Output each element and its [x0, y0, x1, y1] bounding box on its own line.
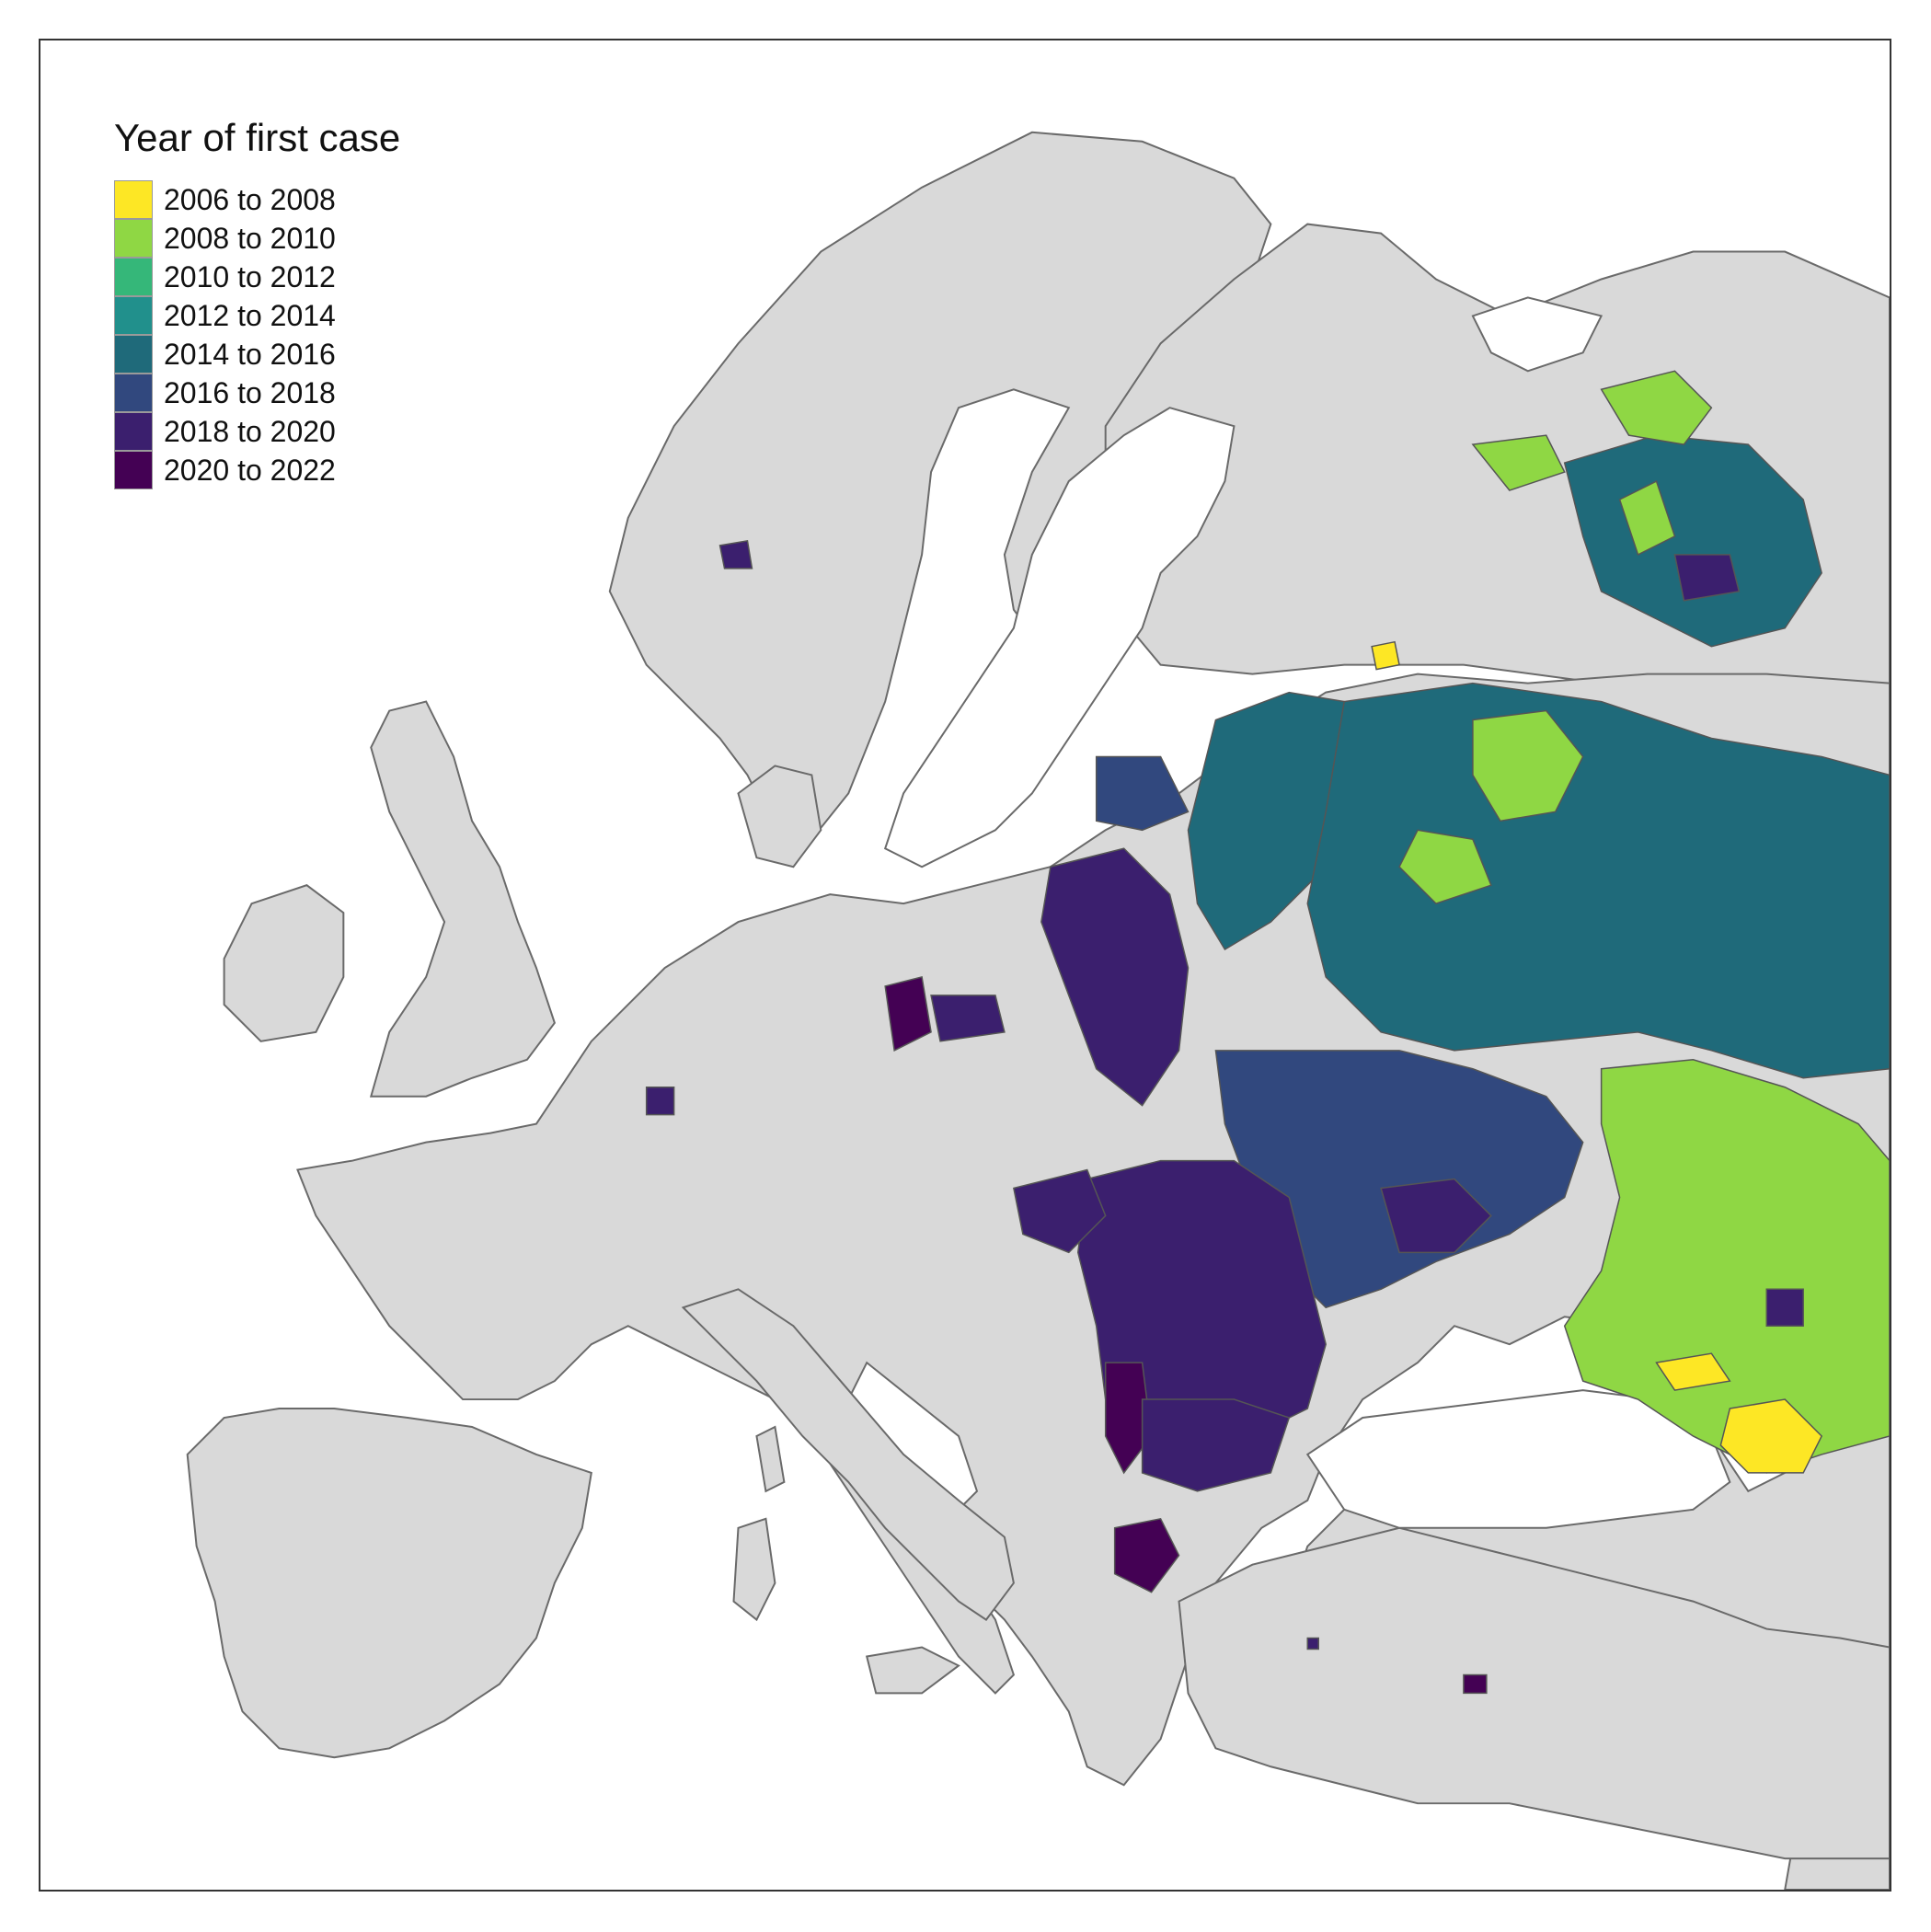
region-nw-russia-green-2 — [1618, 479, 1676, 556]
region-krasnodar-yellow — [1655, 1352, 1731, 1391]
legend-item: 2014 to 2016 — [114, 335, 400, 374]
iberia-land — [186, 1408, 592, 1759]
region-karelia-green — [1471, 434, 1566, 491]
region-poland-east — [1040, 847, 1190, 1107]
legend-item: 2010 to 2012 — [114, 258, 400, 296]
legend-label: 2012 to 2014 — [164, 298, 336, 332]
legend-swatch — [114, 219, 153, 258]
baltic-sea — [883, 407, 1236, 868]
legend-swatch — [114, 451, 153, 489]
legend-swatch — [114, 335, 153, 374]
region-germany-east — [884, 976, 932, 1052]
region-ukraine-dark — [1380, 1178, 1492, 1254]
region-caucasus-yellow — [1719, 1398, 1823, 1474]
region-france — [645, 1086, 675, 1116]
region-latvia — [1095, 755, 1190, 832]
legend-swatch — [114, 374, 153, 412]
region-serbia — [1104, 1362, 1153, 1475]
legend-item: 2008 to 2010 — [114, 219, 400, 258]
region-south-2018 — [1765, 1288, 1804, 1327]
region-spb-yellow — [1371, 640, 1400, 671]
black-sea — [1305, 1389, 1731, 1529]
region-central-russia-green-2 — [1398, 829, 1492, 904]
legend-item: 2012 to 2014 — [114, 296, 400, 335]
legend-label: 2018 to 2020 — [164, 414, 336, 448]
ireland-land — [223, 884, 345, 1042]
region-nw-russia — [1563, 434, 1822, 648]
legend-label: 2014 to 2016 — [164, 337, 336, 371]
legend-item: 2018 to 2020 — [114, 412, 400, 451]
region-greece — [1113, 1517, 1180, 1593]
legend-swatch — [114, 180, 153, 219]
region-central-russia-green — [1472, 709, 1584, 822]
legend-label: 2020 to 2022 — [164, 453, 336, 487]
legend-label: 2006 to 2008 — [164, 182, 336, 216]
italy-land — [681, 1288, 1015, 1621]
map-frame: Year of first case 2006 to 2008 2008 to 2… — [39, 39, 1891, 1892]
region-norway — [718, 540, 753, 569]
region-overlays — [645, 370, 1890, 1695]
sicily-land — [865, 1646, 960, 1695]
region-central-russia — [1306, 682, 1890, 1079]
region-germany-east-2 — [930, 995, 1006, 1042]
region-bulgaria — [1141, 1398, 1291, 1492]
region-turkey — [1463, 1673, 1488, 1695]
legend-item: 2006 to 2008 — [114, 180, 400, 219]
anatolia-land — [1178, 1526, 1890, 1860]
britain-land — [369, 700, 556, 1098]
sea-layer — [883, 296, 1731, 1529]
legend: Year of first case 2006 to 2008 2008 to 2… — [114, 116, 400, 489]
legend-label: 2016 to 2018 — [164, 375, 336, 409]
legend-swatch — [114, 296, 153, 335]
corsica-land — [755, 1425, 786, 1493]
legend-item: 2020 to 2022 — [114, 451, 400, 489]
legend-title: Year of first case — [114, 116, 401, 159]
region-turkey-2 — [1306, 1637, 1319, 1650]
legend-swatch — [114, 258, 153, 296]
legend-swatch — [114, 412, 153, 451]
legend-item: 2016 to 2018 — [114, 374, 400, 412]
europe-map — [186, 131, 1890, 1890]
legend-label: 2010 to 2012 — [164, 259, 336, 293]
white-sea — [1471, 296, 1603, 373]
legend-label: 2008 to 2010 — [164, 221, 336, 255]
region-2018 — [1673, 554, 1741, 602]
region-hungary — [1013, 1168, 1107, 1254]
legend-items: 2006 to 2008 2008 to 2010 2010 to 2012 2012… — [114, 180, 400, 489]
denmark-land — [737, 765, 822, 868]
sardinia-land — [732, 1517, 776, 1622]
region-nw-russia-green — [1600, 370, 1713, 445]
